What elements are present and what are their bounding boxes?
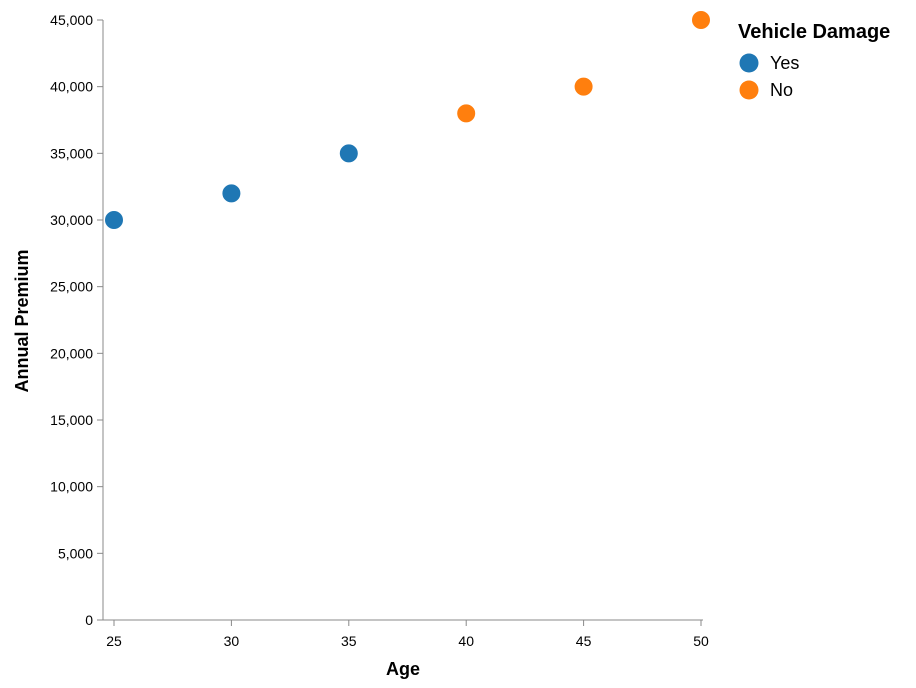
y-tick-label: 30,000	[50, 212, 93, 228]
x-axis-title: Age	[386, 659, 420, 679]
data-point	[104, 210, 124, 230]
y-tick-label: 20,000	[50, 345, 93, 361]
y-axis: 0 5,000 10,000 15,000 20,000 25,000 30,000 35,0…	[50, 12, 104, 628]
y-tick-label: 0	[85, 612, 93, 628]
x-axis: 25 30 35 40 45 50	[103, 619, 709, 649]
y-tick-label: 5,000	[58, 545, 93, 561]
legend-label: No	[770, 80, 793, 100]
x-tick-label: 45	[576, 633, 592, 649]
legend: Vehicle Damage Yes No	[738, 21, 890, 100]
data-point	[221, 183, 242, 204]
legend-swatch	[739, 53, 759, 73]
x-tick-label: 40	[458, 633, 474, 649]
x-tick-label: 30	[224, 633, 240, 649]
plot-points	[104, 10, 711, 230]
data-point	[573, 76, 594, 97]
legend-swatch	[739, 80, 759, 100]
y-tick-label: 40,000	[50, 79, 93, 95]
x-tick-label: 35	[341, 633, 357, 649]
y-tick-label: 25,000	[50, 279, 93, 295]
y-tick-label: 15,000	[50, 412, 93, 428]
legend-label: Yes	[770, 53, 799, 73]
y-tick-label: 45,000	[50, 12, 93, 28]
data-point	[691, 10, 711, 30]
data-point	[456, 103, 477, 124]
legend-title: Vehicle Damage	[738, 21, 890, 43]
data-point	[338, 143, 359, 164]
y-tick-label: 35,000	[50, 145, 93, 161]
x-tick-label: 25	[106, 633, 122, 649]
y-tick-label: 10,000	[50, 479, 93, 495]
x-tick-label: 50	[693, 633, 709, 649]
y-axis-title: Annual Premium	[12, 249, 32, 392]
